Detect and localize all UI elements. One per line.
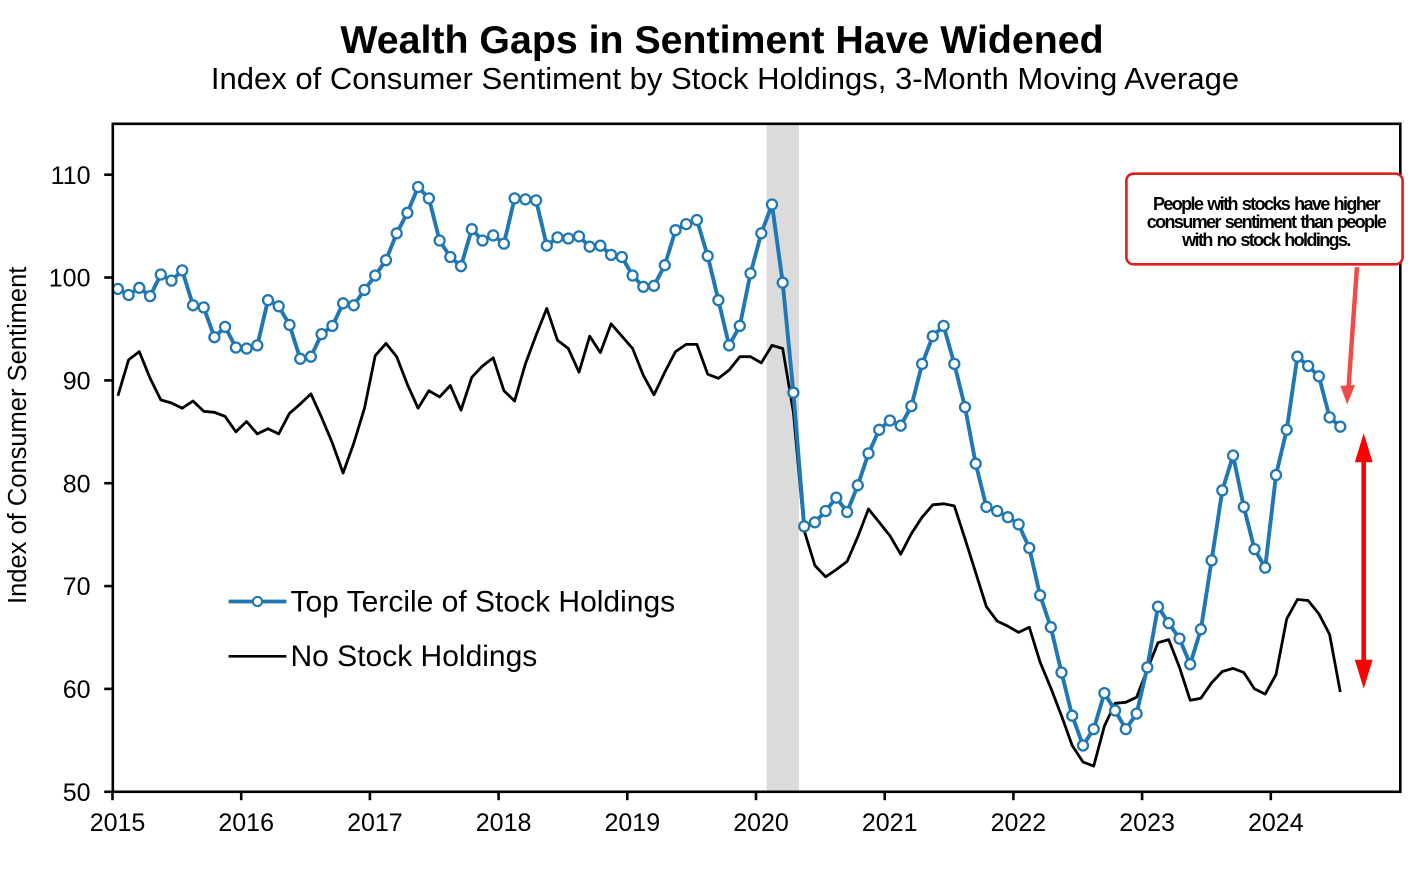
svg-text:Wealth Gaps in Sentiment Have: Wealth Gaps in Sentiment Have Widened	[340, 18, 1103, 62]
svg-text:80: 80	[63, 470, 91, 498]
svg-text:2017: 2017	[347, 809, 403, 837]
svg-text:2019: 2019	[604, 809, 660, 837]
svg-text:with no stock holdings.: with no stock holdings.	[1181, 230, 1350, 250]
svg-text:60: 60	[63, 676, 91, 704]
svg-text:2015: 2015	[90, 809, 146, 837]
svg-text:2016: 2016	[218, 809, 274, 837]
svg-text:2023: 2023	[1119, 809, 1175, 837]
svg-text:100: 100	[49, 265, 91, 293]
svg-text:Top Tercile of Stock Holdings: Top Tercile of Stock Holdings	[291, 585, 676, 618]
svg-text:90: 90	[63, 368, 91, 396]
svg-text:People with stocks have higher: People with stocks have higher	[1153, 194, 1381, 214]
svg-text:2021: 2021	[862, 809, 918, 837]
svg-text:2020: 2020	[733, 809, 789, 837]
svg-text:70: 70	[63, 573, 91, 601]
svg-text:Index of Consumer Sentiment: Index of Consumer Sentiment	[4, 267, 32, 604]
svg-text:consumer sentiment than people: consumer sentiment than people	[1147, 212, 1387, 232]
svg-text:2022: 2022	[991, 809, 1047, 837]
svg-text:2018: 2018	[476, 809, 532, 837]
svg-text:Index of Consumer Sentiment by: Index of Consumer Sentiment by Stock Hol…	[211, 61, 1239, 96]
svg-text:No Stock Holdings: No Stock Holdings	[291, 640, 538, 673]
svg-text:50: 50	[63, 779, 91, 807]
svg-text:2024: 2024	[1248, 809, 1304, 837]
svg-text:110: 110	[51, 162, 91, 190]
